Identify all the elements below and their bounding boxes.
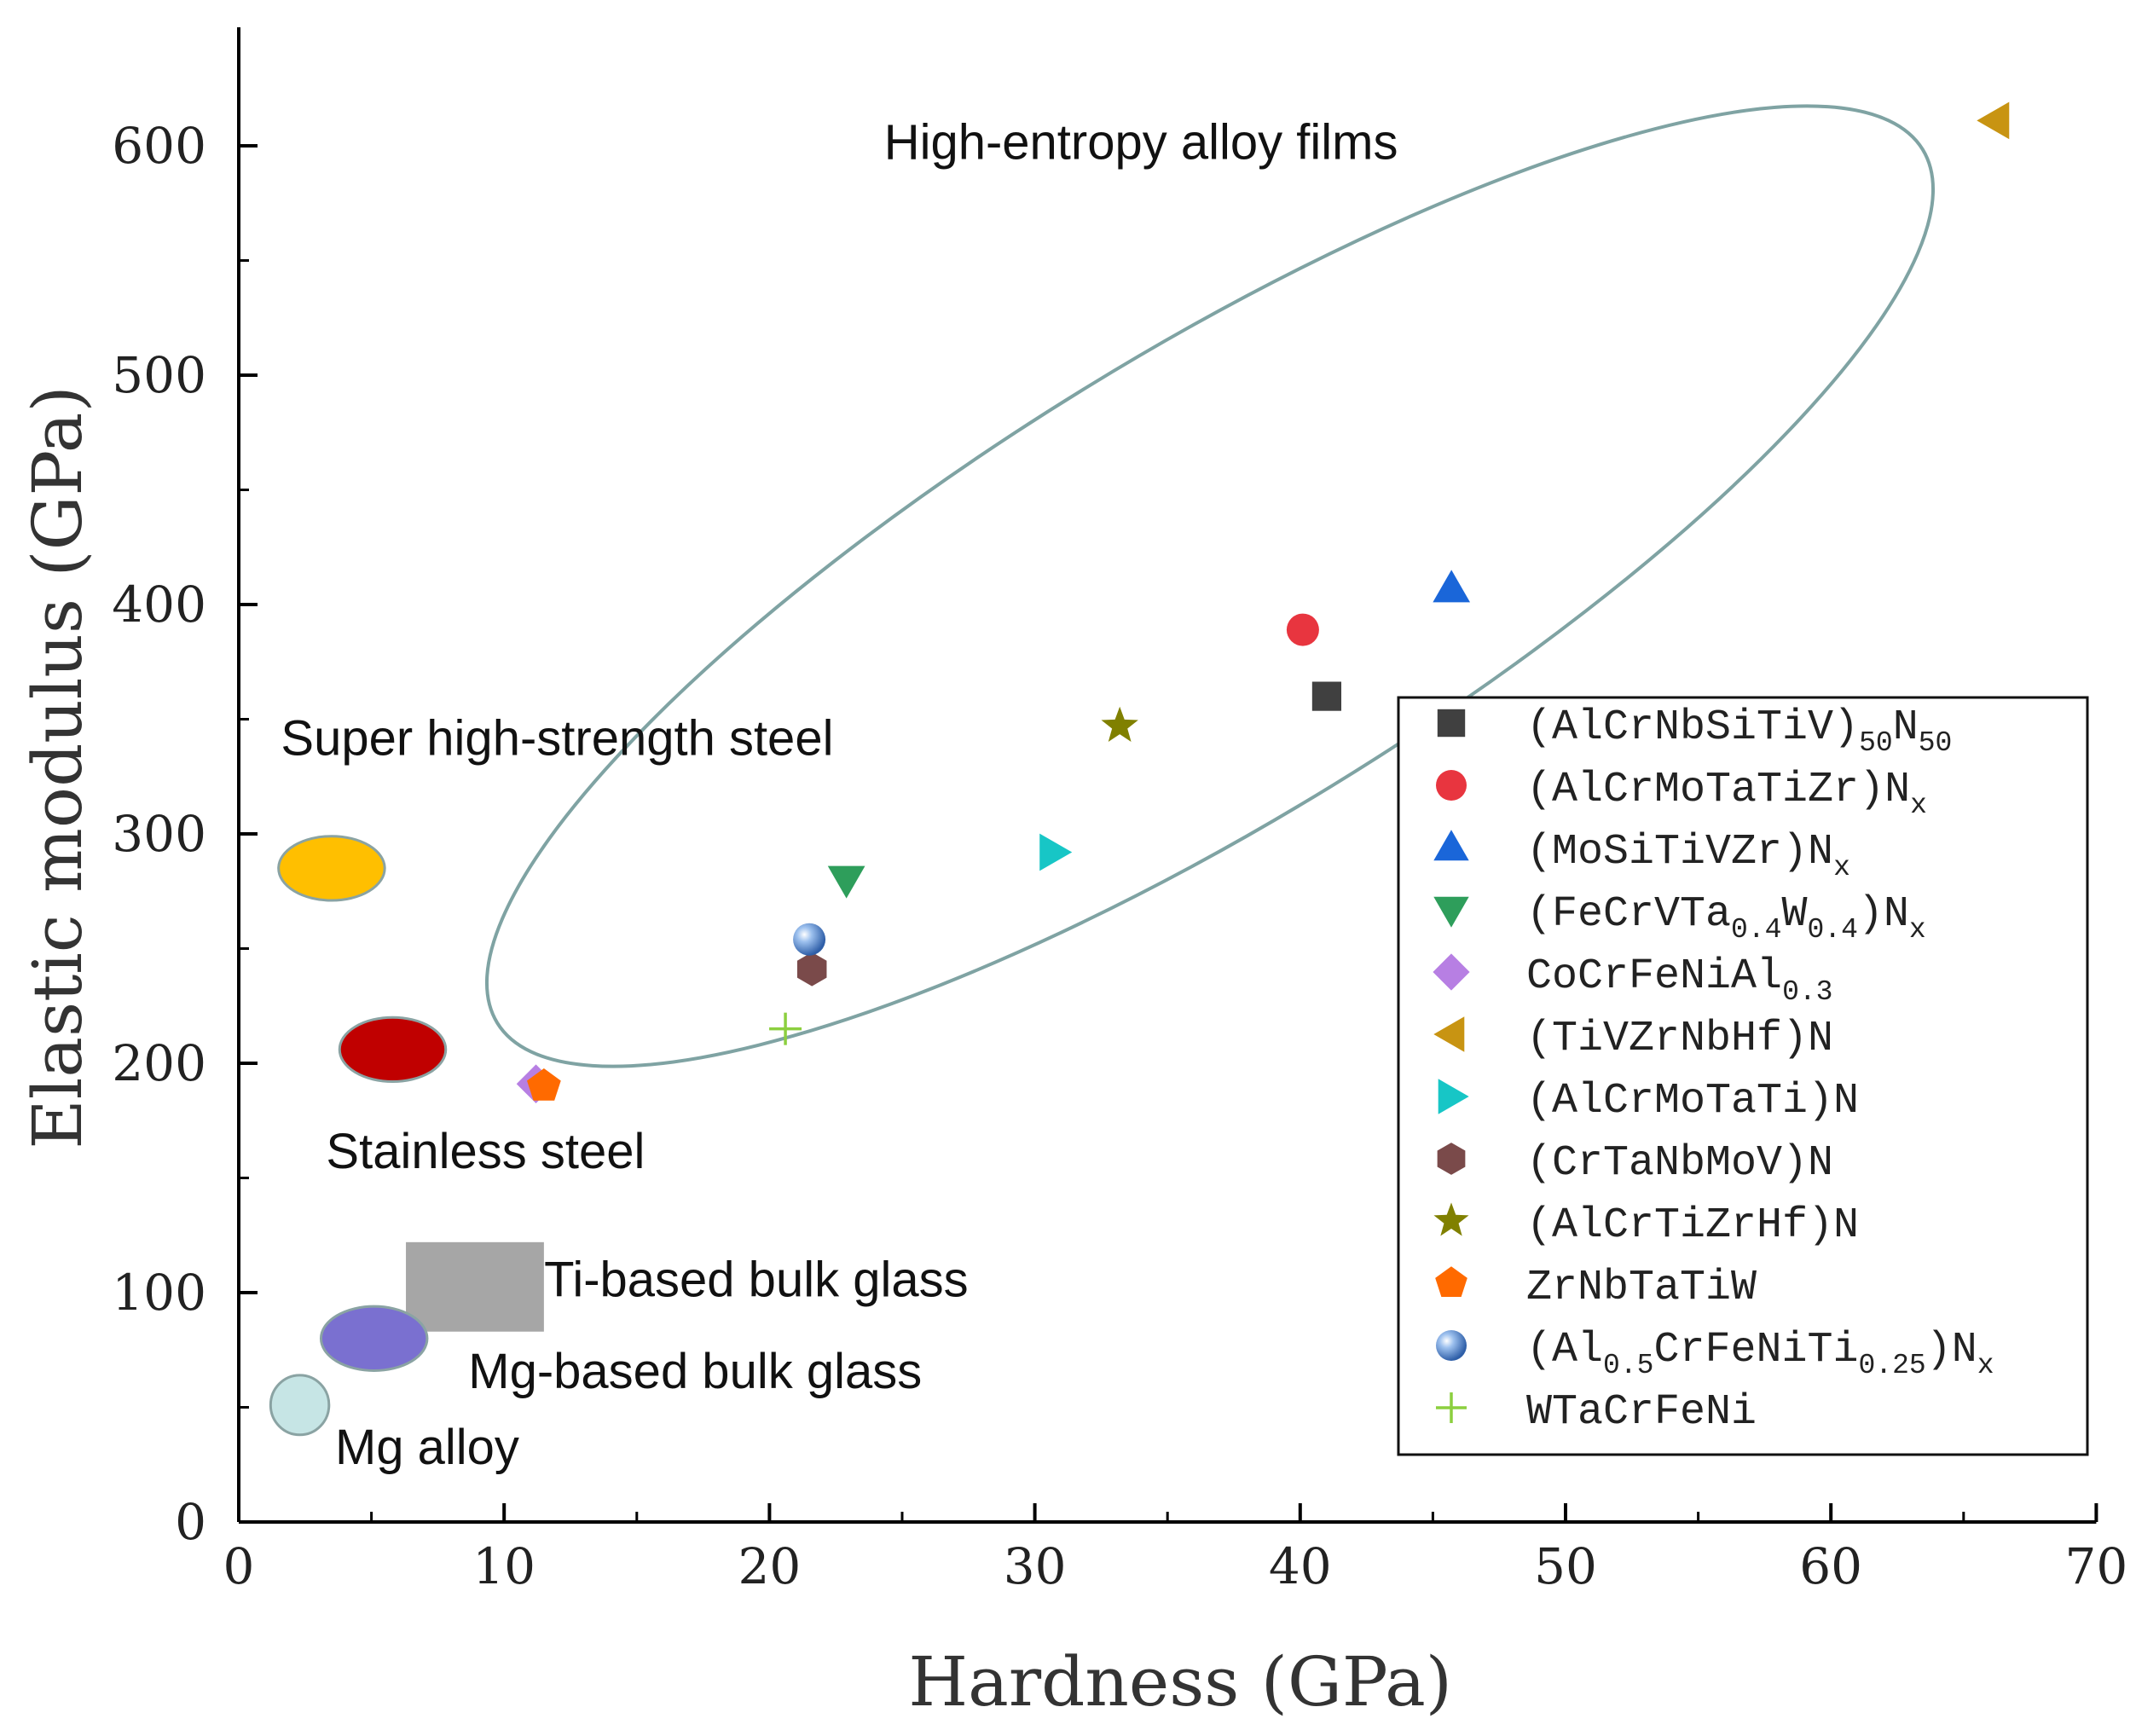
point-crtanbmov-n bbox=[796, 952, 827, 987]
regions-layer: High-entropy alloy films Super high-stren… bbox=[269, 104, 1936, 1475]
point-zrnbtatiw bbox=[527, 1068, 561, 1101]
y-tick-label: 300 bbox=[112, 805, 206, 863]
legend-label-mositivzr-nx: (MoSiTiVZr)Nx bbox=[1526, 828, 1850, 883]
y-tick-label: 500 bbox=[112, 346, 206, 404]
y-axis-label: Elastic modulus (GPa) bbox=[18, 385, 97, 1149]
region-label-super-high-strength-steel: Super high-strength steel bbox=[281, 711, 833, 767]
y-tick-label: 400 bbox=[112, 576, 206, 634]
legend-marker-wtacrfeni bbox=[1436, 1392, 1467, 1423]
x-tick-label: 10 bbox=[472, 1537, 535, 1595]
point-alcrmotatizr-nx bbox=[1286, 613, 1319, 646]
legend-marker-crtanbmov-n bbox=[1437, 1143, 1466, 1175]
x-tick-label: 20 bbox=[738, 1537, 801, 1595]
y-tick-label: 200 bbox=[112, 1034, 206, 1092]
axes: 0 10 20 30 40 50 60 70 0 100 200 300 400 500 600 Hardne… bbox=[18, 27, 2127, 1722]
point-alcrtizrhf-n bbox=[1101, 706, 1138, 743]
point-fecrvta0-4w0-4-nx bbox=[827, 865, 865, 899]
legend-marker-cocrfenial0-3 bbox=[1433, 953, 1470, 991]
x-axis-label: Hardness (GPa) bbox=[908, 1642, 1452, 1722]
x-tick-label: 0 bbox=[223, 1537, 255, 1595]
point-alcrmotati-n bbox=[1039, 833, 1073, 871]
region-label-stainless-steel: Stainless steel bbox=[326, 1124, 645, 1179]
legend-marker-fecrvta0-4w0-4-nx bbox=[1433, 896, 1469, 928]
x-tick-label: 30 bbox=[1004, 1537, 1067, 1595]
y-tick-label: 600 bbox=[112, 117, 206, 175]
region-mg-based-bulk-glass bbox=[319, 1305, 429, 1372]
legend-marker-zrnbtatiw bbox=[1435, 1266, 1467, 1298]
y-tick-label: 100 bbox=[112, 1264, 206, 1322]
point-mositivzr-nx bbox=[1433, 570, 1471, 603]
legend-marker-tivzrnbhf-n bbox=[1433, 1016, 1465, 1052]
x-tick-label: 40 bbox=[1269, 1537, 1332, 1595]
region-label-ti-based-bulk-glass: Ti-based bulk glass bbox=[544, 1253, 969, 1308]
legend: (AlCrNbSiTiV)50N50 (AlCrMoTaTiZr)Nx (MoSiT… bbox=[1397, 696, 2089, 1456]
legend-label-al0-5crfeniti0-25-nx: (Al0.5CrFeNiTi0.25)Nx bbox=[1526, 1326, 1994, 1381]
legend-marker-alcrtizrhf-n bbox=[1433, 1202, 1469, 1236]
y-tick-label: 0 bbox=[175, 1493, 206, 1551]
region-super-high-strength-steel bbox=[277, 835, 386, 902]
legend-box bbox=[1397, 696, 2089, 1456]
legend-marker-mositivzr-nx bbox=[1433, 830, 1469, 861]
point-wtacrfeni bbox=[769, 1012, 802, 1045]
point-al0-5crfeniti0-25-nx bbox=[793, 923, 826, 956]
region-label-high-entropy-alloy-films: High-entropy alloy films bbox=[884, 114, 1398, 170]
x-tick-label: 50 bbox=[1534, 1537, 1597, 1595]
region-label-mg-based-bulk-glass: Mg-based bulk glass bbox=[468, 1344, 922, 1399]
legend-label-alcrtizrhf-n: (AlCrTiZrHf)N bbox=[1526, 1201, 1859, 1250]
x-tick-label: 70 bbox=[2064, 1537, 2127, 1595]
legend-label-fecrvta0-4w0-4-nx: (FeCrVTa0.4W0.4)Nx bbox=[1526, 890, 1926, 946]
legend-label-tivzrnbhf-n: (TiVZrNbHf)N bbox=[1526, 1015, 1833, 1063]
point-alcrnbsitiv-50n50 bbox=[1311, 681, 1342, 711]
point-tivzrnbhf-n bbox=[1977, 101, 2010, 140]
data-points bbox=[516, 101, 2010, 1104]
legend-label-zrnbtatiw: ZrNbTaTiW bbox=[1526, 1264, 1757, 1312]
legend-label-crtanbmov-n: (CrTaNbMoV)N bbox=[1526, 1139, 1833, 1188]
region-ti-based-bulk-glass bbox=[406, 1241, 544, 1332]
legend-label-wtacrfeni: WTaCrFeNi bbox=[1526, 1388, 1757, 1437]
region-high-entropy-alloy-films bbox=[484, 104, 1936, 1068]
legend-marker-alcrmotatizr-nx bbox=[1436, 770, 1467, 801]
legend-label-alcrmotatizr-nx: (AlCrMoTaTiZr)Nx bbox=[1526, 766, 1927, 821]
region-stainless-steel bbox=[338, 1016, 448, 1084]
legend-label-alcrmotati-n: (AlCrMoTaTi)N bbox=[1526, 1077, 1859, 1126]
legend-marker-alcrnbsitiv-50n50 bbox=[1437, 709, 1466, 738]
legend-label-cocrfenial0-3: CoCrFeNiAl0.3 bbox=[1526, 952, 1832, 1008]
region-label-mg-alloy: Mg alloy bbox=[335, 1420, 519, 1475]
legend-marker-alcrmotati-n bbox=[1438, 1079, 1469, 1114]
legend-label-alcrnbsitiv-50n50: (AlCrNbSiTiV)50N50 bbox=[1526, 703, 1952, 759]
legend-marker-al0-5crfeniti0-25-nx bbox=[1436, 1330, 1467, 1361]
x-tick-label: 60 bbox=[1799, 1537, 1862, 1595]
region-mg-alloy bbox=[269, 1374, 331, 1437]
